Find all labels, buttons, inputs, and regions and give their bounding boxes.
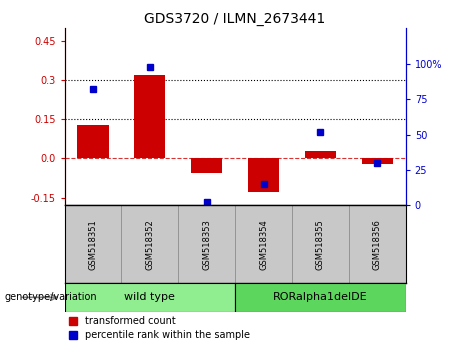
Bar bbox=[361, 159, 393, 164]
Text: GSM518354: GSM518354 bbox=[259, 219, 268, 270]
Text: GSM518355: GSM518355 bbox=[316, 219, 325, 270]
Text: GSM518353: GSM518353 bbox=[202, 219, 211, 270]
Title: GDS3720 / ILMN_2673441: GDS3720 / ILMN_2673441 bbox=[144, 12, 326, 26]
Bar bbox=[248, 159, 279, 192]
Text: wild type: wild type bbox=[124, 292, 175, 302]
Text: genotype/variation: genotype/variation bbox=[5, 292, 97, 302]
Text: GSM518351: GSM518351 bbox=[89, 219, 97, 270]
Bar bbox=[77, 125, 109, 159]
Bar bbox=[134, 75, 165, 159]
FancyBboxPatch shape bbox=[65, 283, 235, 312]
Text: RORalpha1delDE: RORalpha1delDE bbox=[273, 292, 368, 302]
Bar bbox=[305, 151, 336, 159]
Bar bbox=[191, 159, 222, 173]
Text: GSM518356: GSM518356 bbox=[373, 219, 382, 270]
Text: GSM518352: GSM518352 bbox=[145, 219, 154, 270]
Legend: transformed count, percentile rank within the sample: transformed count, percentile rank withi… bbox=[70, 316, 250, 340]
FancyBboxPatch shape bbox=[235, 283, 406, 312]
